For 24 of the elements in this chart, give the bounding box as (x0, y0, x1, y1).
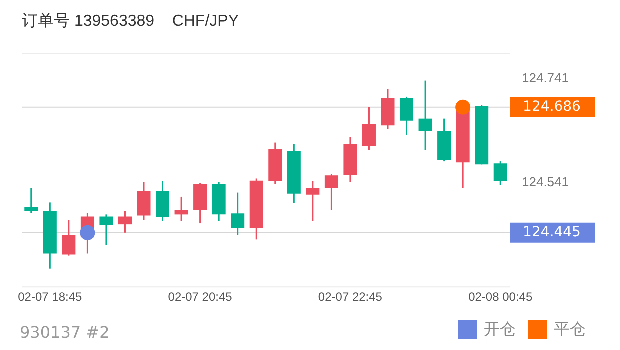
candlestick (100, 214, 114, 246)
x-tick-label: 02-07 18:45 (18, 290, 83, 304)
candlestick (62, 220, 76, 257)
candlestick (231, 192, 245, 236)
candlestick (174, 196, 188, 222)
candlestick (324, 173, 338, 211)
candlestick (306, 180, 320, 222)
candlestick (494, 160, 508, 186)
candlestick (418, 80, 432, 151)
ref-line-label: 124.445 (523, 224, 581, 241)
x-tick-label: 02-08 00:45 (468, 290, 533, 304)
y-tick-label: 124.741 (522, 70, 569, 86)
ref-line-label: 124.686 (523, 99, 582, 116)
text: 930137 #2 (20, 323, 110, 342)
x-tick-label: 02-07 22:45 (318, 290, 383, 304)
candlestick (24, 187, 38, 214)
legend-label: 平仓 (554, 321, 586, 338)
candlestick (118, 210, 132, 234)
legend-label: 开仓 (484, 321, 516, 338)
y-tick-label: 124.541 (522, 174, 569, 190)
x-tick-label: 02-07 20:45 (168, 290, 233, 304)
candlestick (400, 96, 414, 136)
candlestick (362, 106, 376, 151)
chart-title: 订单号 139563389 CHF/JPY (22, 12, 240, 30)
